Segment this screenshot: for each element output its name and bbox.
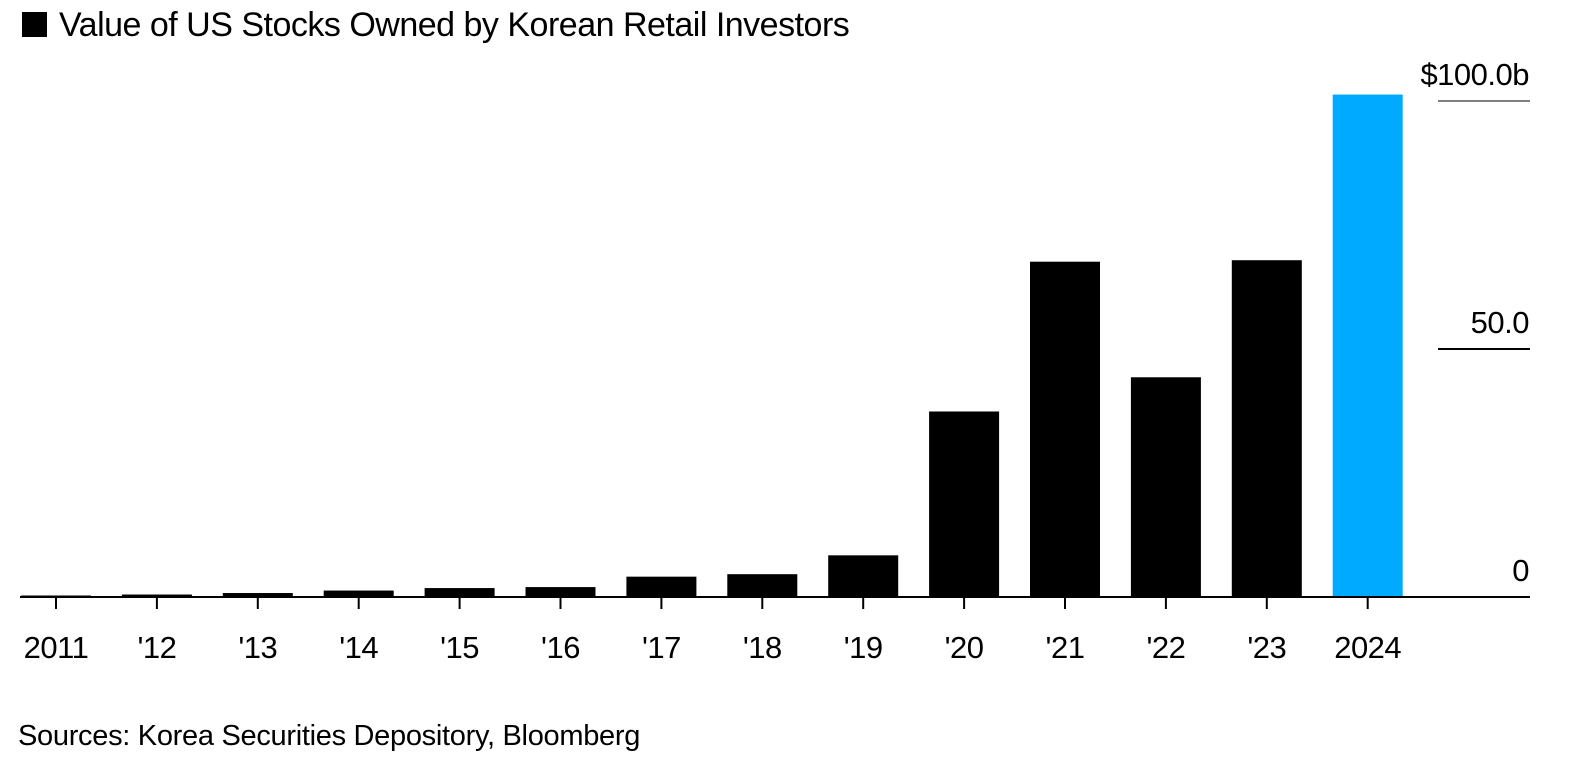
bar: [323, 590, 394, 597]
y-tick-label: 0: [1512, 553, 1529, 588]
x-tick-label: '12: [137, 630, 176, 665]
bar: [222, 593, 293, 597]
x-tick-label: '23: [1247, 630, 1286, 665]
y-tick-label: 50.0: [1471, 305, 1530, 340]
x-tick-label: '20: [945, 630, 984, 665]
x-tick-label: '22: [1146, 630, 1185, 665]
x-tick-label: '17: [642, 630, 681, 665]
bar: [525, 587, 596, 597]
x-tick-label: 2011: [24, 630, 89, 665]
bar: [626, 576, 697, 597]
bar: [929, 411, 1000, 597]
bar: [1030, 261, 1100, 597]
x-tick-label: '15: [440, 630, 479, 665]
legend-swatch: [22, 12, 47, 37]
bar: [1332, 94, 1403, 597]
bar: [424, 588, 495, 597]
x-tick-label: '14: [339, 630, 378, 665]
bars: [21, 94, 1403, 597]
x-axis: 2011 '12 '13 '14 '15 '16 '17 '18 '19 '20 '21 '22 '23…: [24, 597, 1402, 665]
y-tick-label: $100.0b: [1420, 57, 1529, 92]
bar: [1130, 377, 1201, 597]
y-axis: 0 50.0 $100.0b: [1420, 57, 1530, 588]
legend: Value of US Stocks Owned by Korean Retai…: [22, 6, 850, 44]
source-note: Sources: Korea Securities Depository, Bl…: [18, 720, 640, 752]
x-tick-label: '13: [238, 630, 277, 665]
bar: [1231, 260, 1302, 597]
bar: [727, 574, 798, 597]
bar: [828, 555, 899, 597]
x-tick-label: '18: [743, 630, 782, 665]
bar: [121, 594, 192, 597]
x-tick-label: '19: [844, 630, 883, 665]
x-tick-label: '21: [1046, 630, 1085, 665]
legend-label: Value of US Stocks Owned by Korean Retai…: [59, 6, 849, 44]
x-tick-label: '16: [541, 630, 580, 665]
x-tick-label: 2024: [1334, 630, 1401, 665]
